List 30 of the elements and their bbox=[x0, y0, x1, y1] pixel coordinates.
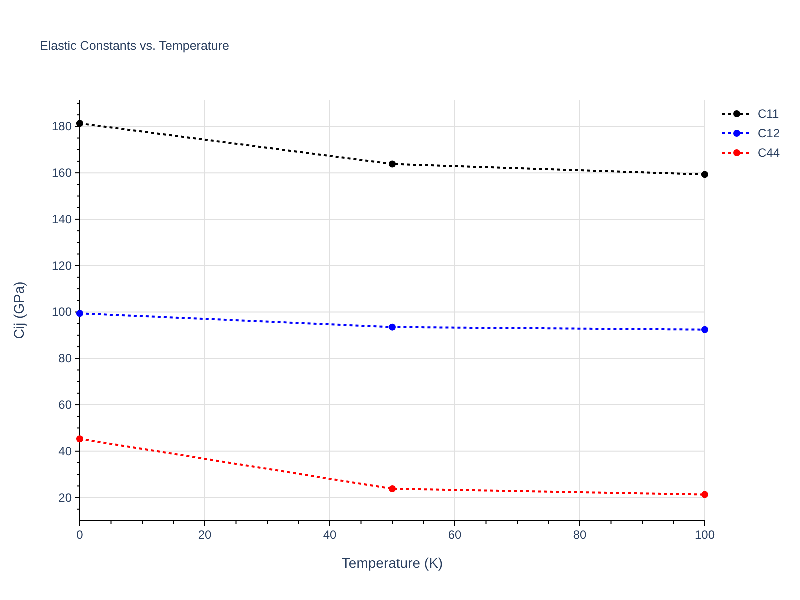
x-tick-label: 20 bbox=[198, 528, 212, 542]
y-tick-label: 120 bbox=[52, 258, 72, 273]
y-tick-label: 180 bbox=[52, 120, 72, 134]
x-tick-label: 60 bbox=[448, 528, 462, 542]
legend-label: C11 bbox=[758, 107, 780, 121]
point bbox=[76, 310, 84, 318]
chart-title: Elastic Constants vs. Temperature bbox=[40, 39, 230, 53]
point bbox=[76, 436, 84, 443]
y-axis-title: Cij (GPa) bbox=[11, 282, 27, 340]
point bbox=[702, 491, 708, 498]
point bbox=[702, 326, 708, 334]
x-tick-label: 40 bbox=[323, 528, 337, 542]
y-tick-label: 40 bbox=[58, 444, 72, 458]
y-tick-label: 60 bbox=[58, 398, 72, 412]
point bbox=[389, 160, 396, 168]
y-tick-label: 160 bbox=[52, 166, 72, 180]
point bbox=[702, 171, 708, 178]
y-tick-label: 140 bbox=[52, 212, 72, 226]
point bbox=[389, 485, 396, 492]
x-tick-label: 100 bbox=[694, 528, 716, 542]
x-tick-label: 80 bbox=[573, 528, 587, 542]
x-axis-title: Temperature (K) bbox=[342, 555, 444, 571]
legend-label: C12 bbox=[758, 126, 780, 140]
point bbox=[389, 324, 396, 331]
y-tick-label: 20 bbox=[58, 490, 72, 505]
legend-label: C44 bbox=[758, 146, 780, 160]
y-tick-label: 80 bbox=[58, 352, 72, 366]
y-tick-label: 100 bbox=[52, 305, 72, 320]
point bbox=[76, 120, 84, 128]
x-tick-label: 0 bbox=[76, 528, 84, 542]
